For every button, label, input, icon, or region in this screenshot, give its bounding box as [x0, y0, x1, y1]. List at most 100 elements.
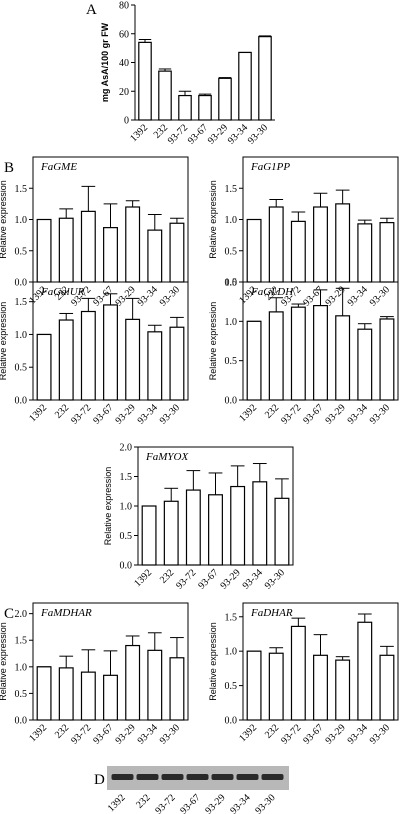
x-tick-label: 93-29: [113, 722, 137, 746]
bar: [141, 505, 157, 566]
x-tick-label: 93-34: [346, 722, 370, 746]
blot-band: [236, 774, 259, 780]
lane-label: 232: [134, 792, 152, 810]
y-tick-label: 0.0: [15, 278, 28, 289]
bar: [125, 318, 141, 401]
x-tick-label: 93-34: [241, 567, 265, 591]
x-tick-label: 93-67: [301, 402, 325, 426]
bar: [36, 333, 52, 401]
x-tick-label: 93-29: [323, 402, 347, 426]
x-tick-label: 93-34: [226, 122, 250, 146]
bar: [357, 223, 373, 283]
bar: [58, 217, 74, 283]
x-tick-label: 93-72: [69, 722, 93, 746]
bar: [103, 674, 118, 721]
y-tick-label: 1.0: [15, 330, 28, 341]
y-tick-label: 0.5: [225, 246, 238, 257]
x-tick-label: 93-72: [69, 402, 93, 426]
bar: [125, 644, 141, 721]
lane-label: 93-72: [153, 792, 177, 814]
bar: [36, 666, 52, 721]
y-tick-label: 0.5: [15, 363, 28, 374]
y-tick-label: 1.0: [225, 317, 238, 328]
blot-band: [111, 774, 134, 780]
bar: [218, 77, 232, 121]
y-tick-label: 1.0: [120, 502, 133, 513]
chart-title: FaMDHAR: [40, 607, 92, 619]
bar: [208, 494, 223, 566]
y-tick-label: 2.0: [15, 609, 28, 620]
y-tick-label: 1.5: [225, 278, 238, 289]
panel-letter: C: [4, 606, 14, 622]
x-tick-label: 93-72: [279, 402, 303, 426]
bar: [230, 485, 246, 566]
y-axis-label: Relative expression: [0, 622, 8, 701]
x-tick-label: 93-30: [368, 402, 392, 426]
y-tick-label: 1.0: [225, 215, 238, 226]
x-tick-label: 1392: [128, 122, 150, 144]
x-tick-label: 1392: [132, 567, 154, 589]
bar: [335, 203, 351, 283]
bar: [80, 310, 96, 401]
bar: [246, 320, 262, 401]
x-tick-label: 1392: [27, 722, 49, 744]
x-tick-label: 93-29: [113, 402, 137, 426]
x-tick-label: 93-30: [158, 284, 182, 308]
bar: [178, 94, 192, 121]
bar: [58, 319, 74, 401]
y-tick-label: 0.0: [225, 278, 238, 289]
bar: [80, 671, 96, 721]
x-tick-label: 93-72: [279, 722, 303, 746]
y-axis-label: Relative expression: [0, 180, 8, 259]
x-tick-label: 93-34: [136, 284, 160, 308]
y-tick-label: 0: [124, 116, 129, 127]
y-axis-label: Relative expression: [208, 622, 218, 701]
x-tick-label: 93-67: [91, 722, 115, 746]
lane-label: 93-29: [203, 792, 227, 814]
y-tick-label: 0.0: [120, 561, 133, 572]
x-tick-label: 1392: [27, 402, 49, 424]
y-tick-label: 0.0: [225, 716, 238, 727]
y-tick-label: 40: [119, 58, 129, 69]
bar: [147, 649, 163, 721]
x-tick-label: 232: [158, 567, 176, 585]
x-tick-label: 93-29: [218, 567, 242, 591]
y-tick-label: 0.0: [225, 396, 238, 407]
bar: [158, 70, 172, 121]
bar: [258, 36, 272, 121]
bar: [103, 227, 118, 283]
x-tick-label: 93-34: [136, 402, 160, 426]
bar: [169, 326, 185, 401]
chart-title: FaGalUR: [40, 286, 85, 298]
bar: [169, 222, 185, 283]
x-tick-label: 93-67: [196, 567, 220, 591]
bar: [335, 659, 351, 721]
y-tick-label: 1.5: [15, 636, 28, 647]
y-tick-label: 1.0: [225, 647, 238, 658]
lane-label: 1392: [106, 792, 128, 814]
bar: [268, 652, 284, 721]
x-tick-label: 232: [53, 402, 71, 420]
chart-title: FaG1PP: [250, 161, 290, 173]
bar: [313, 654, 328, 721]
x-tick-label: 232: [263, 722, 281, 740]
bar: [198, 94, 212, 121]
x-tick-label: 93-72: [174, 567, 198, 591]
y-tick-label: 0.5: [15, 689, 28, 700]
chart-title: FaMYOX: [145, 451, 189, 463]
y-axis-label: Relative expression: [208, 302, 218, 381]
x-tick-label: 93-67: [91, 402, 115, 426]
bar: [58, 667, 74, 721]
y-tick-label: 60: [119, 29, 129, 40]
bar: [185, 489, 201, 566]
x-tick-label: 93-29: [323, 722, 347, 746]
bar: [313, 206, 328, 283]
bar: [268, 311, 284, 401]
y-tick-label: 1.5: [15, 184, 28, 195]
bar: [357, 621, 373, 721]
x-tick-label: 93-29: [206, 122, 230, 146]
bar: [238, 51, 252, 121]
chart-title: FaDHAR: [250, 607, 293, 619]
bar: [80, 210, 96, 283]
